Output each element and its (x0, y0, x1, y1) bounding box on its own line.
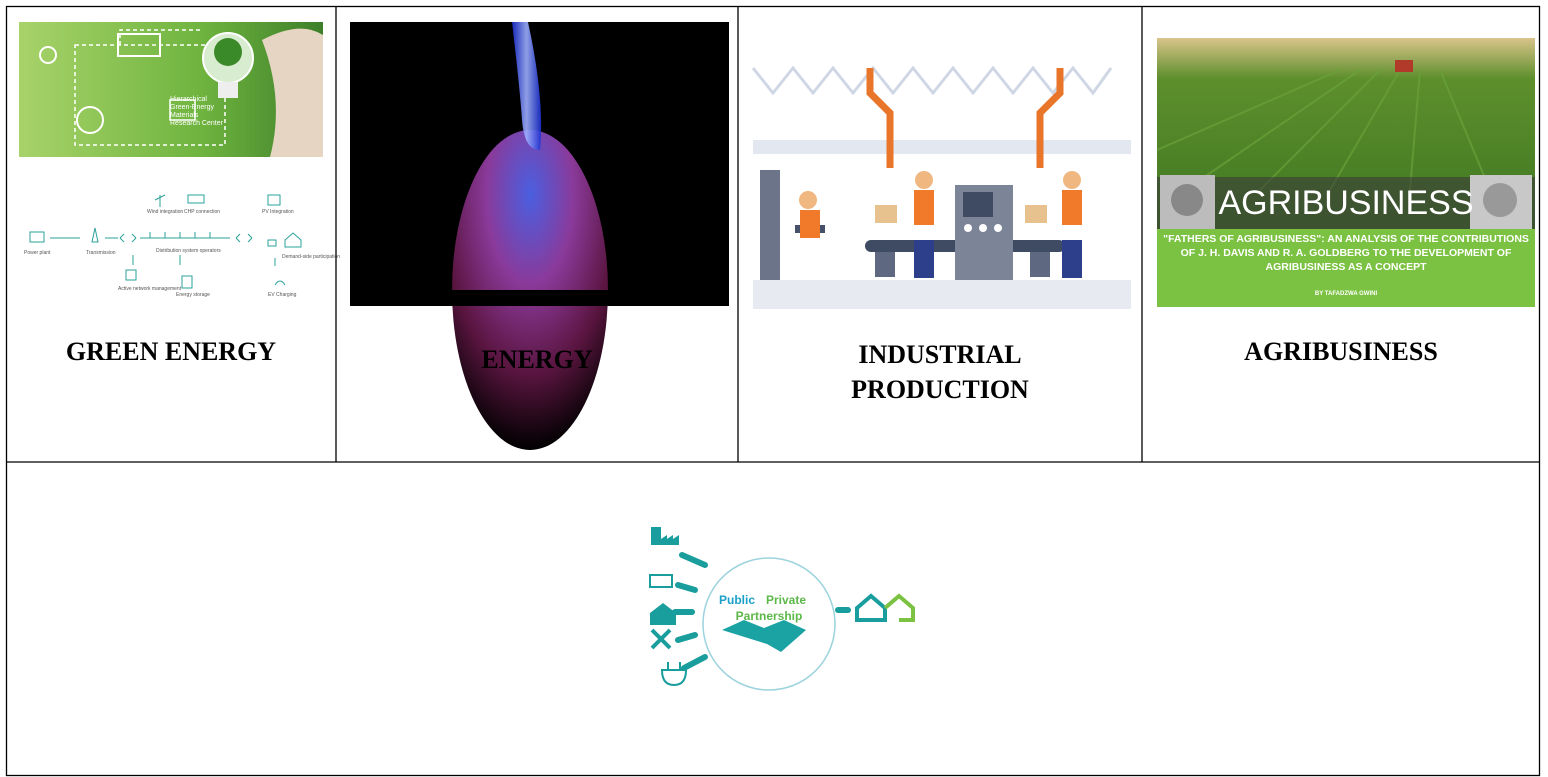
diagram-label: Distribution system operators (156, 248, 221, 254)
diagram-label: Power plant (24, 250, 51, 256)
image-text: Hierarchical Green-Energy Materials Rese… (170, 96, 223, 127)
diagram-label: Demand-side participation (282, 254, 340, 260)
diagram-label: CHP connection (184, 209, 220, 215)
diagram-label: Energy storage (176, 292, 210, 298)
image-caption: "FATHERS OF AGRIBUSINESS": AN ANALYSIS O… (1163, 233, 1529, 273)
energy-image (350, 22, 729, 450)
green-energy-image (19, 22, 323, 158)
diagram-label: Transmission (86, 250, 116, 256)
image-heading: AGRIBUSINESS (1218, 184, 1474, 222)
partnership-public: Public (719, 593, 755, 607)
cell-title: GREEN ENERGY (65, 337, 277, 366)
cell-title: ENERGY (481, 345, 593, 374)
image-byline: BY TAFADZWA GWINI (1314, 291, 1378, 297)
diagram-label: EV Charging (268, 292, 297, 298)
partnership-label: Partnership (736, 609, 803, 623)
diagram-label: Wind integration (147, 209, 183, 215)
diagram-labels: Wind integration CHP connection PV Integ… (24, 209, 340, 298)
partnership-graphic (649, 527, 915, 691)
partnership-private: Private (766, 593, 806, 607)
diagram-label: Active network management (118, 286, 182, 292)
grid-diagram (29, 194, 302, 289)
diagram-label: PV Integration (262, 209, 294, 215)
partnership-labels: Public Private Partnership (719, 593, 806, 623)
industrial-image (751, 65, 1131, 309)
table-borders (5, 5, 1541, 777)
cell-title: INDUSTRIAL PRODUCTION (851, 340, 1029, 404)
cell-title: AGRIBUSINESS (1244, 337, 1438, 366)
agribusiness-image (1156, 38, 1535, 307)
